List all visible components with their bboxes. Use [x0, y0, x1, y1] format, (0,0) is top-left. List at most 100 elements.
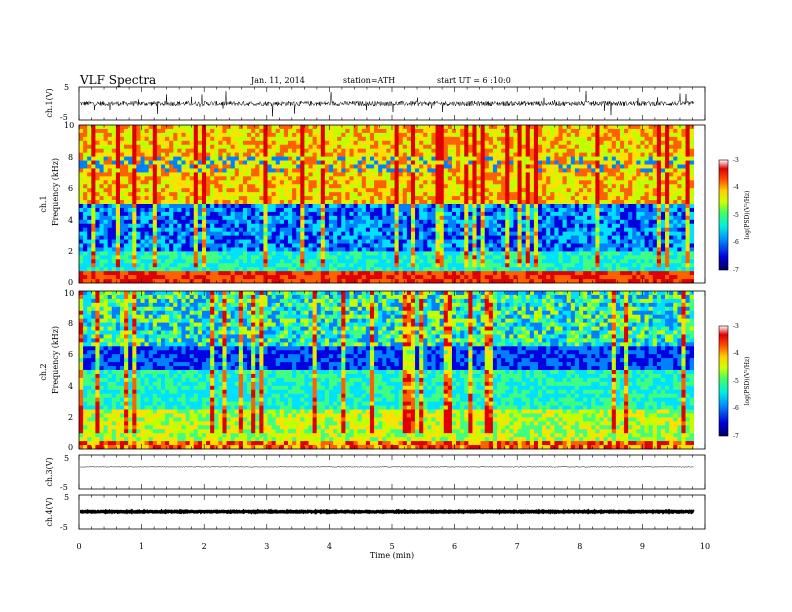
spectrogram-cell [476, 156, 481, 161]
spectrogram-cell [505, 251, 510, 256]
spectrogram-cell [177, 160, 182, 165]
spectrogram-cell [156, 128, 162, 134]
spectrogram-cell [611, 152, 617, 157]
spectrogram-cell [312, 211, 317, 217]
spectrogram-cell [685, 180, 690, 185]
spectrogram-cell [341, 207, 346, 213]
spectrogram-cell [300, 227, 305, 232]
spectrogram-cell [132, 247, 137, 252]
spectrogram-cell [644, 247, 649, 252]
spectrogram-cell [119, 128, 125, 134]
spectrogram-cell [390, 140, 395, 146]
spectrogram-cell [124, 192, 129, 197]
spectrogram-cell [443, 215, 449, 221]
spectrogram-cell [390, 188, 395, 193]
spectrogram-cell [193, 156, 199, 161]
spectrogram-cell [185, 231, 190, 236]
spectrogram-cell [296, 172, 301, 177]
spectrogram-cell [566, 184, 572, 189]
spectrogram-cell [300, 215, 305, 221]
spectrogram-cell [111, 148, 117, 153]
spectrogram-cell [91, 188, 96, 193]
spectrogram-cell [99, 211, 104, 217]
spectrogram-cell [427, 136, 432, 142]
spectrogram-cell [562, 235, 567, 240]
spectrogram-cell [468, 219, 473, 225]
spectrogram-cell [591, 136, 596, 142]
spectrogram-cell [128, 215, 133, 221]
spectrogram-cell [554, 204, 559, 209]
spectrogram-cell [136, 231, 141, 236]
spectrogram-cell [83, 144, 88, 149]
spectrogram-cell [415, 180, 420, 185]
spectrogram-cell [304, 204, 309, 209]
spectrogram-cell [521, 152, 527, 157]
spectrogram-cell [546, 207, 551, 213]
spectrogram-cell [554, 243, 559, 248]
spectrogram-cell [603, 172, 608, 177]
spectrogram-cell [337, 204, 342, 209]
spectrogram-cell [513, 184, 518, 189]
spectrogram-cell [83, 184, 88, 189]
spectrogram-cell [87, 255, 92, 260]
spectrogram-cell [460, 223, 465, 228]
spectrogram-cell [197, 164, 203, 169]
spectrogram-cell [513, 128, 518, 134]
spectrogram-cell [562, 188, 567, 193]
spectrogram-cell [640, 231, 645, 236]
spectrogram-cell [619, 168, 625, 173]
spectrogram-cell [398, 211, 404, 217]
spectrogram-cell [517, 180, 522, 185]
spectrogram-cell [525, 239, 531, 244]
spectrogram-cell [615, 227, 621, 232]
spectrogram-cell [189, 140, 195, 146]
spectrogram-cell [181, 207, 186, 213]
spectrogram-cell [550, 136, 555, 142]
spectrogram-cell [689, 160, 695, 165]
spectrogram-cell [156, 192, 162, 197]
spectrogram-cell [517, 140, 522, 146]
spectrogram-cell [497, 215, 502, 221]
spectrogram-cell [390, 148, 395, 153]
spectrogram-cell [234, 188, 240, 193]
spectrogram-cell [144, 152, 149, 157]
spectrogram-cell [357, 136, 363, 142]
spectrogram-cell [615, 152, 621, 157]
spectrogram-cell [415, 156, 420, 161]
spectrogram-cell [99, 188, 104, 193]
spectrogram-cell [259, 160, 264, 165]
ch1-ytick-bottom: -5 [60, 113, 68, 122]
spectrogram-cell [562, 196, 567, 201]
spectrogram-cell [197, 172, 203, 177]
spectrogram-cell [603, 136, 608, 142]
spectrogram-cell [599, 132, 604, 138]
spectrogram-cell [283, 172, 289, 177]
spectrogram-cell [451, 227, 457, 232]
spectrogram-cell [119, 156, 125, 161]
spectrogram-cell [144, 192, 149, 197]
spectrogram-cell [394, 247, 399, 252]
spectrogram-cell [386, 172, 391, 177]
spectrogram-cell [369, 247, 375, 252]
spectrogram-cell [242, 176, 248, 181]
spectrogram-cell [410, 172, 416, 177]
spectrogram-cell [615, 235, 621, 240]
spectrogram-cell [95, 180, 100, 185]
spectrogram-cell [214, 128, 219, 134]
spectrogram-cell [115, 164, 121, 169]
spectrogram-cell [402, 156, 408, 161]
spectrogram-cell [242, 168, 248, 173]
spectrogram-cell [173, 128, 178, 134]
spectrogram-cell [189, 223, 195, 228]
spectrogram-cell [79, 192, 84, 197]
spectrogram-cell [673, 180, 678, 185]
spectrogram-cell [410, 136, 416, 142]
spectrogram-cell [501, 235, 506, 240]
spectrogram-cell [288, 176, 293, 181]
spectrogram-cell [538, 231, 543, 236]
spectrogram-cell [324, 160, 330, 165]
spectrogram-cell [210, 168, 215, 173]
spectrogram-cell [169, 156, 174, 161]
spectrogram-cell [390, 132, 395, 138]
spectrogram-cell [296, 223, 301, 228]
